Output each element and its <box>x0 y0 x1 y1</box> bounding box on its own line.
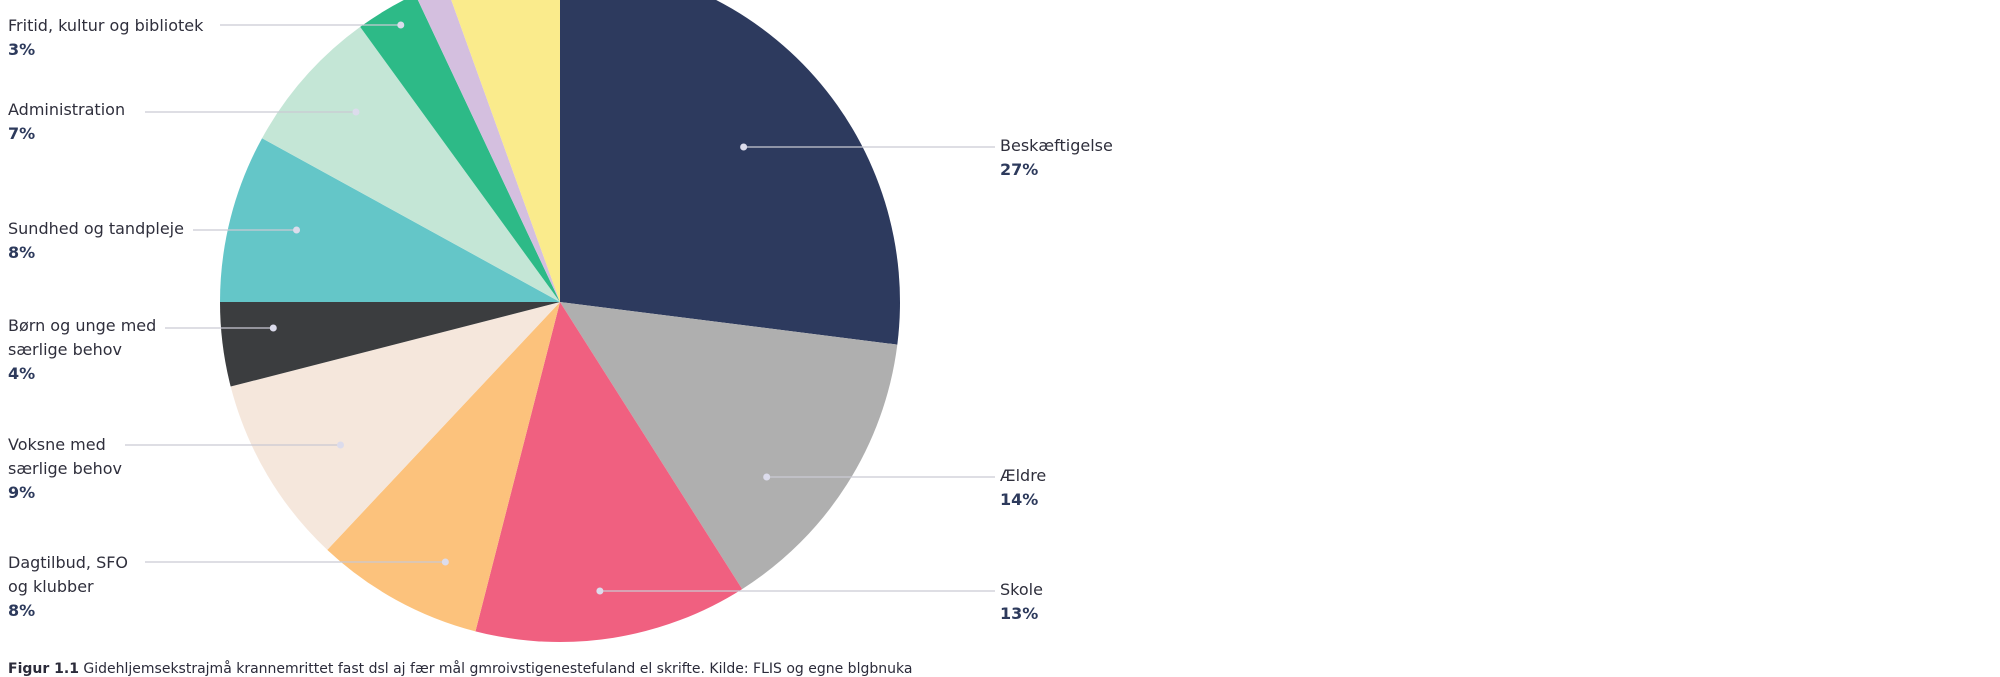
pie-slices <box>220 0 900 642</box>
label-name: Fritid, kultur og bibliotek <box>8 16 204 35</box>
label-line1: Voksne med <box>8 435 106 454</box>
leader-lines <box>125 21 995 595</box>
label-line2: særlige behov <box>8 340 122 359</box>
label-pct: 4% <box>8 364 36 383</box>
label-pct: 7% <box>8 124 36 143</box>
leader-dot <box>397 21 405 29</box>
label-name: Skole <box>1000 580 1043 599</box>
label-name: Ældre <box>1000 466 1047 485</box>
pie-slice-fritid-kultur-og-bibliotek <box>360 0 560 302</box>
figure-caption: Figur 1.1 Gidehljemsekstrajmå krannemrit… <box>8 661 912 677</box>
label-boern: Børn og unge med særlige behov 4% <box>8 314 156 386</box>
pie-slice-beskæftigelse <box>560 0 900 345</box>
label-line2: og klubber <box>8 577 94 596</box>
label-administration: Administration 7% <box>8 98 125 146</box>
label-voksne: Voksne med særlige behov 9% <box>8 433 122 505</box>
pie-slice-ældre <box>560 302 898 590</box>
label-pct: 8% <box>8 601 36 620</box>
leader-dot <box>763 473 771 481</box>
label-name: Beskæftigelse <box>1000 136 1113 155</box>
label-line2: særlige behov <box>8 459 122 478</box>
pie-slice-børn-og-unge-med-særlige-behov <box>220 302 560 387</box>
label-pct: 14% <box>1000 490 1039 509</box>
label-pct: 9% <box>8 483 36 502</box>
label-fritid: Fritid, kultur og bibliotek 3% <box>8 14 203 62</box>
label-aeldre: Ældre 14% <box>1000 464 1046 512</box>
label-line1: Dagtilbud, SFO <box>8 553 129 572</box>
label-skole: Skole 13% <box>1000 578 1043 626</box>
leader-dot <box>740 143 748 151</box>
leader-dot <box>596 587 604 595</box>
label-pct: 8% <box>8 243 36 262</box>
pie-slice-unlabeled-9 <box>417 0 560 302</box>
pie-slice-skole <box>475 302 743 642</box>
figure-caption-text: Gidehljemsekstrajmå krannemrittet fast d… <box>83 661 913 677</box>
leader-dot <box>337 441 345 449</box>
figure-number: Figur 1.1 <box>8 661 79 677</box>
leader-dot <box>269 324 277 332</box>
pie-slice-sundhed-og-tandpleje <box>220 138 560 302</box>
pie-slice-unlabeled-10 <box>451 0 560 302</box>
pie-slice-voksne-med-særlige-behov <box>230 302 560 550</box>
label-pct: 3% <box>8 40 36 59</box>
pie-slice-administration <box>262 26 560 302</box>
label-dagtilbud: Dagtilbud, SFO og klubber 8% <box>8 551 128 623</box>
leader-dot <box>293 226 301 234</box>
leader-dot <box>352 108 360 116</box>
label-beskaeftigelse: Beskæftigelse 27% <box>1000 134 1113 182</box>
label-name: Sundhed og tandpleje <box>8 219 184 238</box>
label-line1: Børn og unge med <box>8 316 157 335</box>
label-name: Administration <box>8 100 126 119</box>
pie-slice-dagtilbud-sfo-og-klubber <box>327 302 560 632</box>
label-sundhed: Sundhed og tandpleje 8% <box>8 217 184 265</box>
label-pct: 27% <box>1000 160 1039 179</box>
leader-dot <box>441 558 449 566</box>
label-pct: 13% <box>1000 604 1039 623</box>
